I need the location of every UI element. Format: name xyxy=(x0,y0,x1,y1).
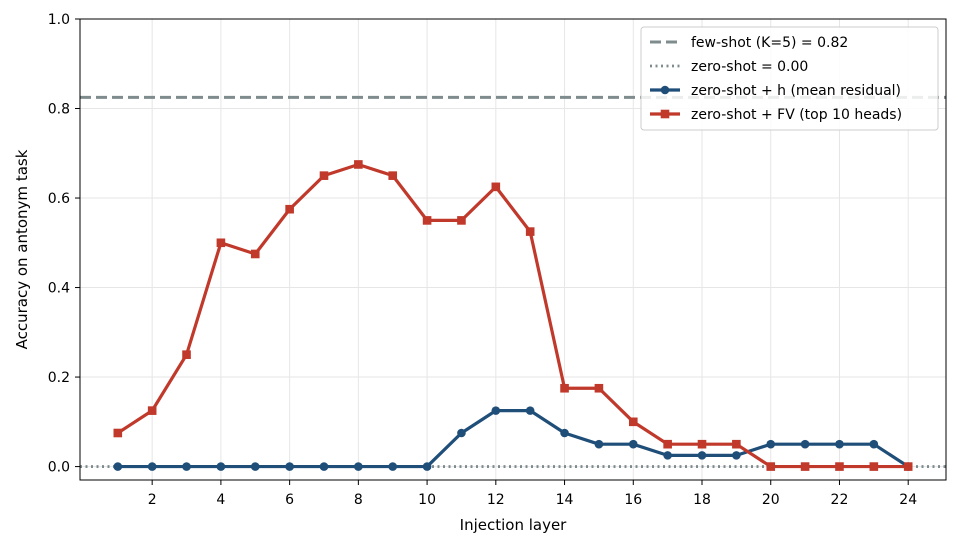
data-point xyxy=(319,462,329,471)
data-point xyxy=(422,216,432,225)
data-point xyxy=(835,439,844,449)
data-point xyxy=(869,462,879,471)
data-point xyxy=(491,406,501,415)
legend-label: zero-shot = 0.00 xyxy=(691,59,808,75)
series-line xyxy=(116,162,909,469)
data-point xyxy=(766,439,776,449)
x-axis-ticks: 2 4 6 8 10 12 14 16 18 20 22 24 xyxy=(148,480,917,508)
x-tick-label: 20 xyxy=(762,492,780,508)
data-point xyxy=(388,171,398,180)
x-tick-label: 24 xyxy=(899,492,917,508)
legend-marker xyxy=(660,85,670,95)
data-point xyxy=(663,451,672,460)
x-tick-label: 12 xyxy=(487,492,505,508)
x-tick-label: 4 xyxy=(216,492,225,508)
y-tick-label: 1.0 xyxy=(48,12,70,28)
legend-box xyxy=(640,26,939,131)
x-tick-label: 14 xyxy=(556,492,574,508)
legend: few-shot (K=5) = 0.82 zero-shot = 0.00 zer… xyxy=(640,26,939,131)
legend-label: few-shot (K=5) = 0.82 xyxy=(691,35,848,51)
data-point xyxy=(285,204,294,214)
data-point xyxy=(732,451,741,460)
x-tick-label: 2 xyxy=(148,492,157,508)
data-point xyxy=(113,462,123,471)
y-tick-label: 0.2 xyxy=(48,370,70,386)
data-point xyxy=(663,439,672,449)
legend-item: zero-shot + h (mean residual) xyxy=(650,83,901,99)
data-point xyxy=(319,171,329,180)
data-point xyxy=(388,462,398,471)
data-point xyxy=(800,462,810,471)
data-point xyxy=(560,383,569,393)
x-tick-label: 22 xyxy=(831,492,849,508)
y-axis-ticks: 0.0 0.2 0.4 0.6 0.8 1.0 xyxy=(48,12,80,476)
legend-label: zero-shot + h (mean residual) xyxy=(691,83,901,99)
x-tick-label: 16 xyxy=(624,492,642,508)
data-point xyxy=(766,462,776,471)
y-tick-label: 0.6 xyxy=(48,191,70,207)
legend-label: zero-shot + FV (top 10 heads) xyxy=(691,107,902,123)
legend-item: zero-shot + FV (top 10 heads) xyxy=(650,107,902,123)
data-point xyxy=(491,182,501,192)
y-tick-label: 0.8 xyxy=(48,102,70,118)
data-point xyxy=(457,216,466,225)
data-point xyxy=(147,462,157,471)
data-point xyxy=(182,350,191,359)
data-point xyxy=(354,160,363,169)
data-point xyxy=(628,417,638,427)
data-point xyxy=(594,383,604,393)
series-2 xyxy=(113,160,913,471)
x-tick-label: 6 xyxy=(285,492,294,508)
y-tick-label: 0.0 xyxy=(48,460,70,476)
data-point xyxy=(697,451,707,460)
data-point xyxy=(732,439,741,449)
plot-frame xyxy=(79,18,947,481)
data-point xyxy=(525,227,535,236)
y-tick-label: 0.4 xyxy=(48,281,70,297)
legend-item: zero-shot = 0.00 xyxy=(650,59,808,75)
data-point xyxy=(216,238,226,248)
data-point xyxy=(216,462,226,471)
legend-item: few-shot (K=5) = 0.82 xyxy=(650,35,848,51)
data-point xyxy=(594,439,604,449)
series-1 xyxy=(113,406,913,471)
series-layer xyxy=(113,160,913,471)
legend-items: few-shot (K=5) = 0.82 zero-shot = 0.00 zer… xyxy=(650,35,902,123)
data-point xyxy=(869,439,879,449)
x-axis-label: Injection layer xyxy=(460,516,568,534)
data-point xyxy=(560,428,569,438)
series-line xyxy=(117,409,910,469)
data-point xyxy=(697,439,707,449)
x-tick-label: 18 xyxy=(693,492,711,508)
x-tick-label: 10 xyxy=(418,492,436,508)
data-point xyxy=(525,406,535,415)
data-point xyxy=(182,462,191,471)
data-point xyxy=(147,406,157,415)
data-point xyxy=(354,462,363,471)
data-point xyxy=(285,462,294,471)
data-point xyxy=(628,439,638,449)
data-point xyxy=(800,439,810,449)
data-point xyxy=(250,249,260,259)
data-point xyxy=(457,428,466,438)
legend-marker xyxy=(660,109,670,119)
data-point xyxy=(903,462,913,471)
data-point xyxy=(113,428,123,438)
data-point xyxy=(422,462,432,471)
data-point xyxy=(835,462,844,471)
x-tick-label: 8 xyxy=(354,492,363,508)
data-point xyxy=(250,462,260,471)
y-axis-label: Accuracy on antonym task xyxy=(13,149,31,349)
